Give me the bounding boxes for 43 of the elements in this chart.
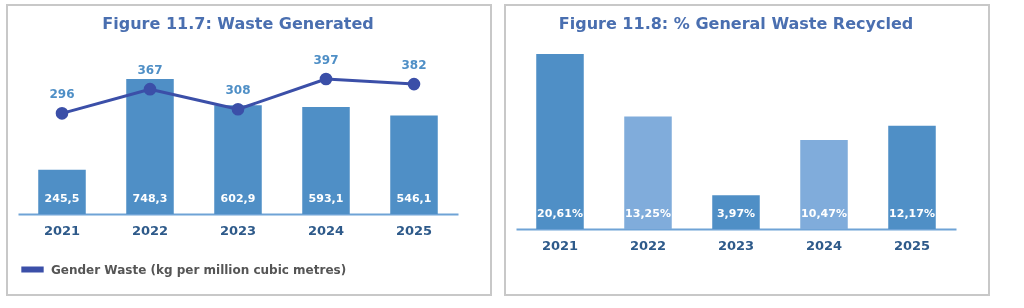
x-tick-label: 2024: [307, 222, 345, 238]
chart-title: Figure 11.7: Waste Generated: [102, 14, 374, 33]
x-tick-label: 2022: [131, 222, 169, 238]
x-tick-label: 2024: [805, 237, 843, 253]
bar: [888, 125, 936, 229]
data-label: 602,9: [220, 192, 256, 205]
data-label: 245,5: [44, 192, 80, 205]
bar: [536, 54, 584, 229]
x-tick-label: 2025: [395, 222, 433, 238]
data-label: 20,61%: [537, 207, 583, 220]
data-label: 308: [225, 83, 251, 98]
x-tick-label: 2023: [717, 237, 755, 253]
bar: [126, 79, 174, 214]
bar: [624, 116, 672, 229]
data-label: 296: [49, 87, 75, 102]
bar: [214, 105, 262, 214]
point: [319, 72, 333, 86]
data-label: 546,1: [396, 192, 432, 205]
bar: [712, 195, 760, 229]
data-label: 3,97%: [716, 207, 756, 220]
data-label: 13,25%: [625, 207, 671, 220]
data-label: 367: [137, 63, 163, 78]
data-label: 12,17%: [889, 207, 935, 220]
data-label: 748,3: [132, 192, 168, 205]
x-tick-label: 2021: [43, 222, 81, 238]
x-tick-label: 2023: [219, 222, 257, 238]
bar: [800, 140, 848, 229]
bar: [302, 107, 350, 214]
bar: [390, 115, 438, 214]
data-label: 397: [313, 53, 339, 67]
data-label: 593,1: [308, 192, 344, 205]
point: [143, 82, 157, 96]
data-label: 382: [401, 58, 427, 73]
legend-label: Gender Waste (kg per million cubic metres): [51, 262, 347, 277]
point: [231, 102, 245, 116]
point: [407, 77, 421, 91]
x-tick-label: 2021: [541, 237, 579, 253]
chart-title: Figure 11.8: % General Waste Recycled: [558, 14, 914, 33]
point: [55, 107, 69, 120]
data-label: 10,47%: [801, 207, 847, 220]
bar: [38, 169, 86, 214]
x-tick-label: 2022: [629, 237, 667, 253]
x-tick-label: 2025: [893, 237, 931, 253]
